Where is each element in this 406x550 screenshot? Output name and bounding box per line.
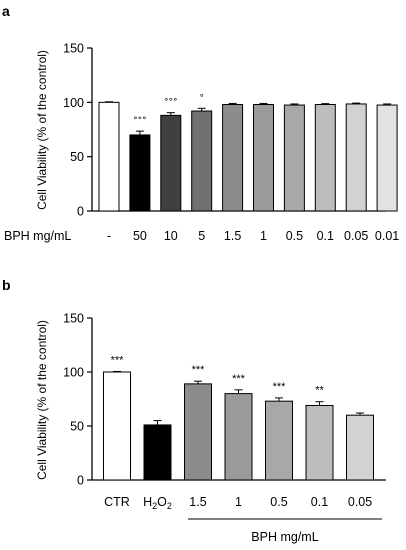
panel-b-category-label: H2O2 bbox=[143, 495, 172, 511]
panel-b-significance: *** bbox=[111, 354, 125, 366]
panel-a-bar bbox=[129, 134, 151, 212]
panel-a-bar bbox=[253, 104, 274, 212]
panel-a-significance: ° bbox=[199, 93, 204, 103]
panel-a-bar bbox=[160, 114, 182, 212]
panel-a-category-label: 50 bbox=[133, 229, 147, 243]
panel-a-ytick-label: 50 bbox=[70, 150, 84, 164]
panel-b-bar bbox=[346, 414, 374, 481]
panel-a-category-label: - bbox=[107, 229, 111, 243]
panel-b-significance: *** bbox=[192, 364, 206, 376]
panel-b-category-label: 1.5 bbox=[189, 495, 206, 509]
panel-a-ytick-label: 0 bbox=[77, 205, 84, 219]
panel-a-category-label: 0.5 bbox=[286, 229, 303, 243]
panel-a-bar bbox=[345, 103, 367, 212]
panel-b-chart: 0 50 100 150 *** CTR H2O2 *** 1.5 *** 1 *** 0.5 ** 0.1… bbox=[63, 312, 386, 511]
panel-b-ytick-label: 0 bbox=[77, 474, 84, 488]
panel-b-ytick-label: 50 bbox=[70, 420, 84, 434]
panel-a-significance: °°° bbox=[133, 116, 147, 126]
panel-a-bar bbox=[283, 104, 305, 212]
panel-b-bar bbox=[305, 404, 334, 481]
panel-a-category-label: 0.1 bbox=[317, 229, 334, 243]
panel-a-chart: 0 50 100 150 - °°° 50 °°° 10 ° 5 1.5 1 0.5 0.1 0.05 0.01 bbox=[63, 42, 399, 244]
panel-b-bar bbox=[103, 371, 131, 481]
panel-a-category-label: 1.5 bbox=[224, 229, 241, 243]
panel-a-category-label: 5 bbox=[198, 229, 205, 243]
panel-a-ylabel: Cell Viability (% of the control) bbox=[35, 50, 49, 210]
panel-a-bar bbox=[314, 104, 336, 212]
panel-b-category-label: 0.1 bbox=[311, 495, 328, 509]
panel-a-bar bbox=[222, 104, 244, 212]
panel-b-category-label: CTR bbox=[104, 495, 130, 509]
panel-b-ytick-label: 150 bbox=[63, 312, 84, 326]
panel-a-row-label: BPH mg/mL bbox=[4, 229, 71, 243]
panel-b-significance: *** bbox=[273, 381, 287, 393]
panel-a-bar bbox=[191, 110, 213, 212]
panel-a-significance: °°° bbox=[164, 98, 178, 108]
panel-a-bar bbox=[98, 101, 120, 212]
panel-a-bar bbox=[376, 104, 398, 212]
panel-b-bar bbox=[184, 383, 212, 481]
panel-b-significance: ** bbox=[315, 385, 324, 397]
panel-a-ytick-label: 100 bbox=[63, 96, 84, 110]
panel-a-letter: a bbox=[2, 3, 10, 19]
panel-b-category-label: 0.05 bbox=[348, 495, 372, 509]
panel-b-significance: *** bbox=[232, 373, 246, 385]
panel-b-ylabel: Cell Viability (% of the control) bbox=[35, 320, 49, 480]
panel-b-letter: b bbox=[2, 277, 11, 293]
panel-b-ytick-label: 100 bbox=[63, 366, 84, 380]
panel-a-ytick-label: 150 bbox=[63, 42, 84, 56]
panel-a-category-label: 10 bbox=[164, 229, 178, 243]
panel-b-group-label: BPH mg/mL bbox=[251, 530, 318, 544]
panel-a-category-label: 0.05 bbox=[344, 229, 368, 243]
panel-b-bar bbox=[143, 424, 172, 481]
panel-a-category-label: 1 bbox=[260, 229, 267, 243]
panel-b-category-label: 1 bbox=[235, 495, 242, 509]
panel-b-bar bbox=[265, 400, 293, 481]
panel-a-category-label: 0.01 bbox=[375, 229, 399, 243]
panel-b-bar bbox=[224, 393, 253, 481]
panel-b-category-label: 0.5 bbox=[270, 495, 287, 509]
